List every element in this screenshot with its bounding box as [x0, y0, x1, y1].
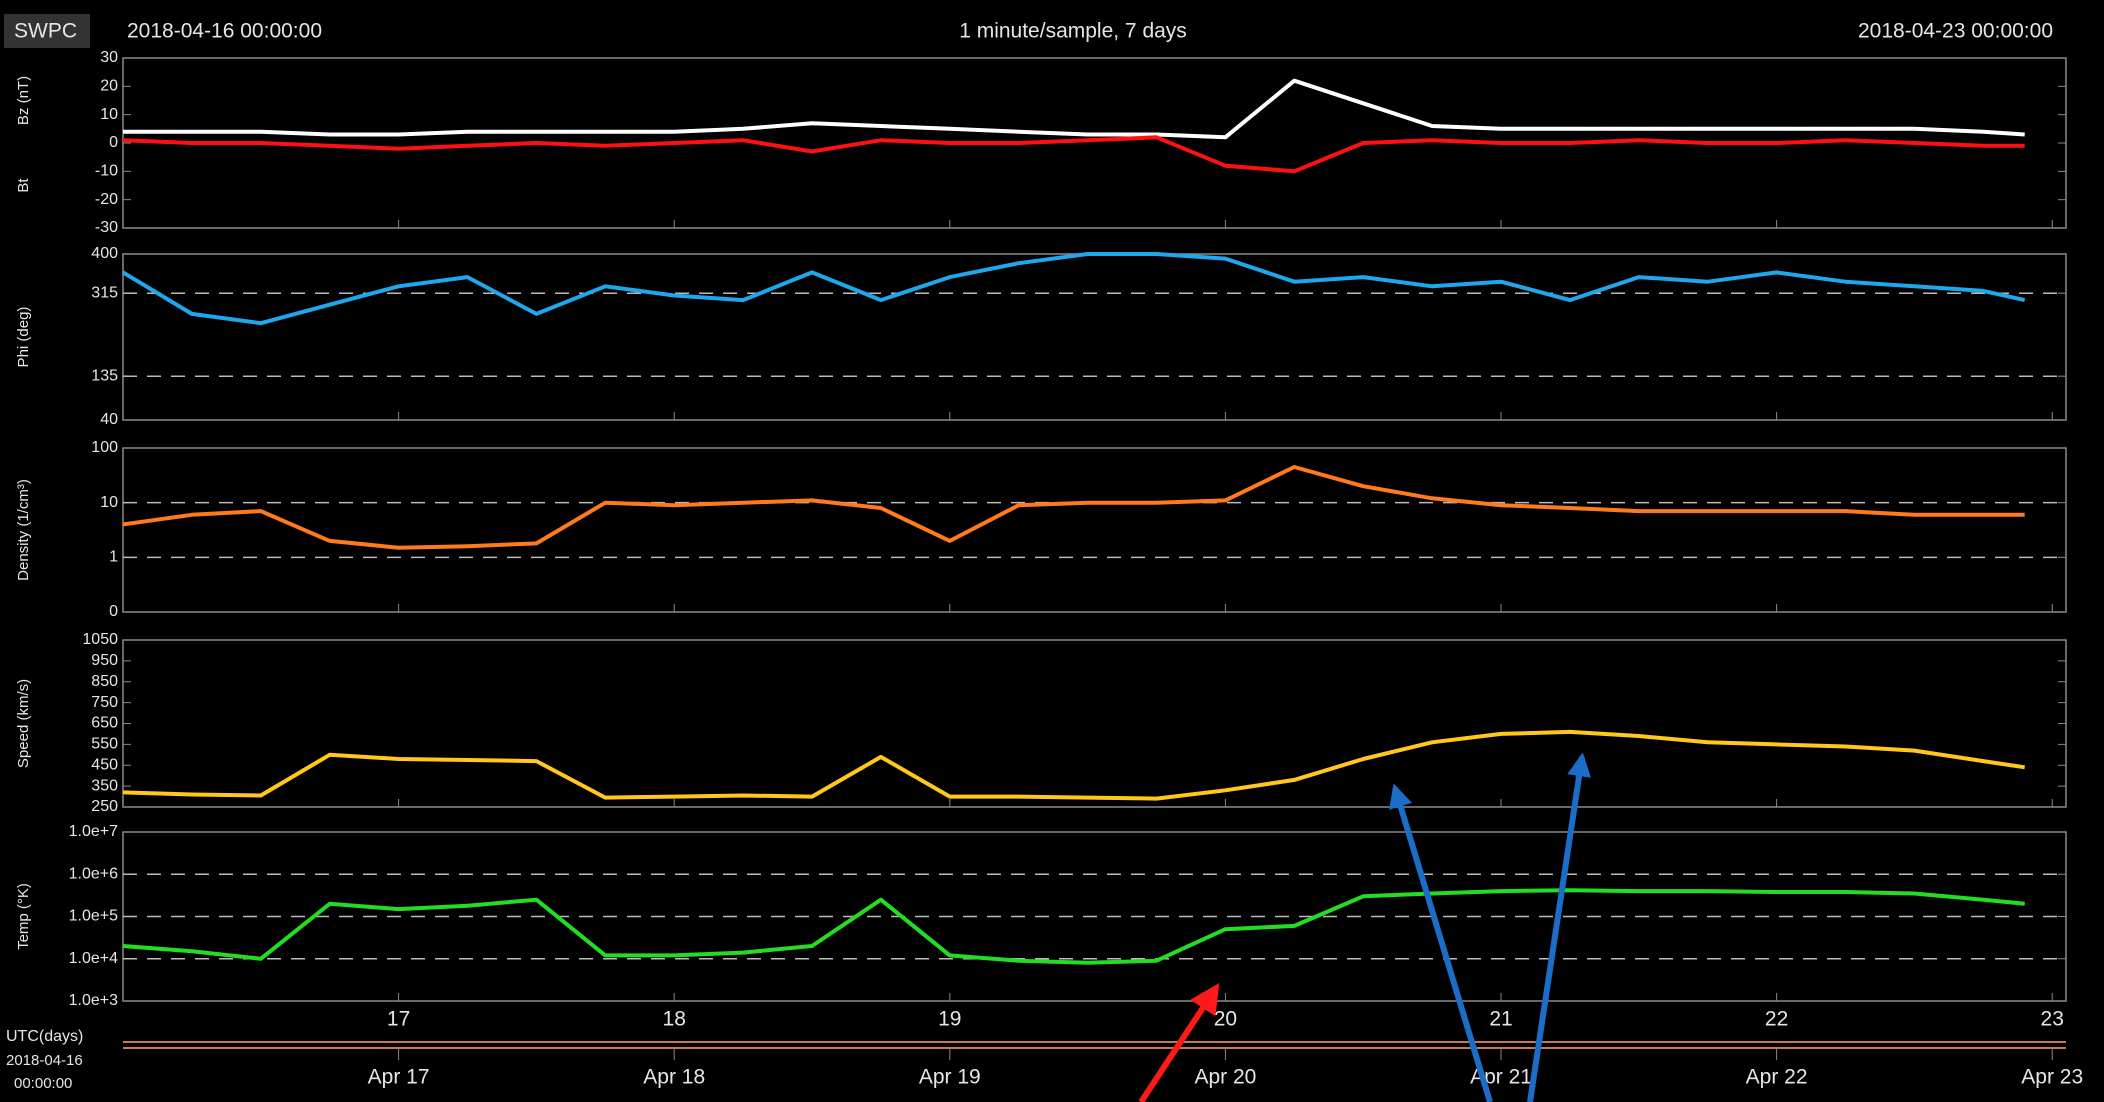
date-label: Apr 19	[919, 1066, 981, 1089]
x-tick-label: 17	[387, 1008, 410, 1031]
y-axis-label: Speed (km/s)	[15, 679, 32, 768]
arrow	[1527, 752, 1592, 1102]
y-tick-label: 100	[91, 439, 118, 456]
y-tick-label: 1.0e+5	[69, 908, 118, 925]
end-time: 2018-04-23 00:00:00	[1858, 20, 2053, 43]
y-axis-label: Temp (°K)	[15, 883, 32, 950]
x-start-date: 2018-04-16	[6, 1052, 83, 1069]
y-tick-label: 1.0e+3	[69, 992, 118, 1009]
y-tick-label: 1050	[82, 631, 118, 648]
x-tick-label: 21	[1489, 1008, 1512, 1031]
y-axis-label: Density (1/cm³)	[15, 479, 32, 581]
y-tick-label: 135	[91, 367, 118, 384]
y-tick-label: 20	[100, 78, 118, 95]
series-line	[121, 252, 2026, 326]
series-line	[122, 465, 2025, 550]
panel-frame	[122, 447, 2067, 613]
y-tick-label: 650	[91, 715, 118, 732]
y-tick-label: 1.0e+4	[69, 950, 118, 967]
series-line	[123, 78, 2025, 140]
x-tick-label: 23	[2041, 1008, 2064, 1031]
y-tick-label: 30	[100, 49, 118, 66]
arrow	[1389, 783, 1493, 1102]
date-label: Apr 20	[1194, 1066, 1256, 1089]
y-tick-label: 250	[91, 798, 118, 815]
start-time: 2018-04-16 00:00:00	[127, 20, 322, 43]
x-unit: UTC(days)	[6, 1028, 83, 1045]
sampling: 1 minute/sample, 7 days	[959, 20, 1187, 43]
y-tick-label: 1	[109, 549, 118, 566]
y-tick-label: 1.0e+7	[69, 823, 118, 840]
x-tick-label: 18	[663, 1008, 686, 1031]
y-tick-label: 350	[91, 777, 118, 794]
x-tick-label: 20	[1214, 1008, 1237, 1031]
y-tick-label: 40	[100, 411, 118, 428]
y-tick-label: 450	[91, 756, 118, 773]
series-line	[122, 135, 2025, 174]
arrow	[1138, 982, 1220, 1102]
series-line	[122, 729, 2025, 801]
date-label: Apr 18	[643, 1066, 705, 1089]
y-tick-label: -20	[95, 191, 118, 208]
y-tick-label: 0	[109, 603, 118, 620]
date-label: Apr 22	[1746, 1066, 1808, 1089]
y-tick-label: 10	[100, 494, 118, 511]
y-axis-label: Bt	[15, 178, 32, 193]
date-label: Apr 23	[2021, 1066, 2083, 1089]
brand: SWPC	[14, 20, 77, 43]
y-tick-label: 315	[91, 284, 118, 301]
y-tick-label: -10	[95, 163, 118, 180]
y-tick-label: 750	[91, 694, 118, 711]
x-tick-label: 22	[1765, 1008, 1788, 1031]
y-axis-label: Phi (deg)	[15, 307, 32, 368]
y-tick-label: 550	[91, 736, 118, 753]
y-tick-label: 950	[91, 652, 118, 669]
series-line	[122, 888, 2025, 965]
brand-box	[4, 14, 90, 48]
y-tick-label: 400	[91, 245, 118, 262]
date-label: Apr 17	[368, 1066, 430, 1089]
y-tick-label: 850	[91, 673, 118, 690]
y-tick-label: 0	[109, 134, 118, 151]
y-tick-label: 1.0e+6	[69, 865, 118, 882]
y-axis-label: Bz (nT)	[15, 76, 32, 125]
x-tick-label: 19	[938, 1008, 961, 1031]
y-tick-label: -30	[95, 219, 118, 236]
x-start-time: 00:00:00	[14, 1075, 72, 1092]
y-tick-label: 10	[100, 106, 118, 123]
